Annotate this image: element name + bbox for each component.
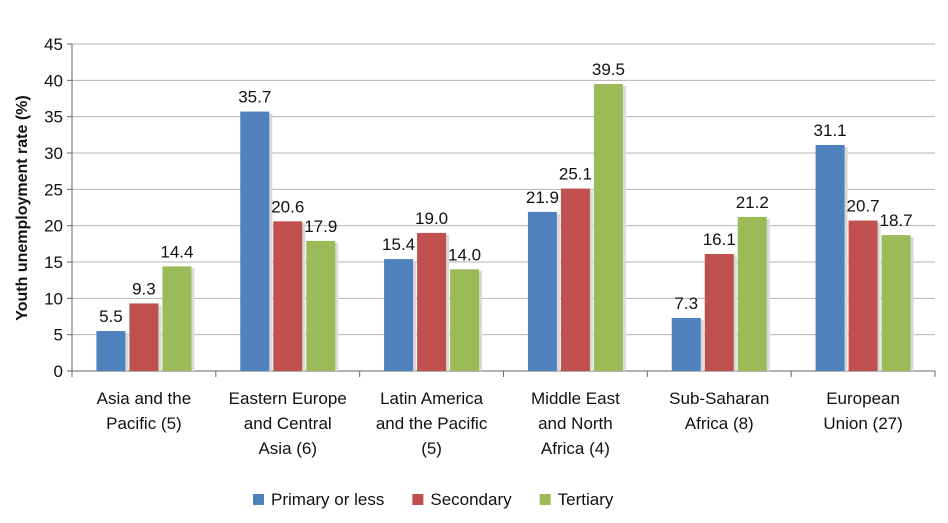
category-label: Middle East [531, 389, 620, 408]
category-label: and Central [244, 414, 332, 433]
data-label: 21.2 [736, 193, 769, 212]
y-tick-label: 35 [44, 108, 63, 127]
category-label: Africa (8) [685, 414, 754, 433]
bar-tertiary [881, 235, 911, 371]
legend-label: Primary or less [271, 490, 384, 509]
bars [96, 83, 914, 371]
legend-item: Primary or less [253, 490, 384, 509]
category-label: (5) [421, 439, 442, 458]
data-label: 35.7 [238, 88, 271, 107]
data-label: 19.0 [415, 209, 448, 228]
y-tick-label: 15 [44, 253, 63, 272]
category-labels: Asia and the Pacific (5) Eastern Europe and… [97, 389, 903, 458]
bar-secondary [417, 232, 447, 371]
y-tick-label: 45 [44, 35, 63, 54]
category-label: Asia (6) [258, 439, 317, 458]
category-label: Sub-Saharan [669, 389, 769, 408]
legend-item: Tertiary [539, 490, 614, 509]
category-label: Africa (4) [541, 439, 610, 458]
data-label: 7.3 [674, 294, 698, 313]
y-tick-label: 20 [44, 217, 63, 236]
category-label: Latin America [380, 389, 484, 408]
legend-swatch [412, 494, 424, 505]
bar-secondary [704, 254, 734, 371]
legend-label: Secondary [430, 490, 512, 509]
bar-tertiary [162, 266, 192, 371]
data-label: 39.5 [592, 60, 625, 79]
data-label: 31.1 [814, 121, 847, 140]
data-label: 17.9 [304, 217, 337, 236]
bar-primary-or-less [384, 259, 414, 371]
data-label: 14.4 [160, 242, 193, 261]
bar-tertiary [450, 269, 480, 371]
legend: Primary or less Secondary Tertiary [253, 490, 614, 509]
data-label: 20.7 [847, 197, 880, 216]
data-label: 25.1 [559, 165, 592, 184]
y-tick-label: 10 [44, 289, 63, 308]
data-label: 20.6 [271, 197, 304, 216]
y-tick-label: 25 [44, 180, 63, 199]
bar-primary-or-less [815, 145, 845, 371]
legend-swatch [253, 494, 264, 505]
category-label: Eastern Europe [229, 389, 347, 408]
category-label: European [826, 389, 900, 408]
category-label: Asia and the [97, 389, 192, 408]
bar-tertiary [306, 240, 336, 371]
bar-primary-or-less [527, 211, 557, 371]
data-label: 15.4 [382, 235, 415, 254]
y-axis-title: Youth unemployment rate (%) [14, 95, 31, 321]
data-label: 18.7 [880, 211, 913, 230]
bar-secondary [560, 188, 590, 371]
data-label: 16.1 [703, 230, 736, 249]
data-label: 14.0 [448, 245, 481, 264]
bar-primary-or-less [240, 111, 270, 371]
category-label: Union (27) [823, 414, 902, 433]
gridlines [72, 43, 935, 336]
data-label: 5.5 [99, 307, 123, 326]
data-label: 21.9 [526, 188, 559, 207]
legend-label: Tertiary [558, 490, 614, 509]
bar-tertiary [737, 216, 767, 371]
bar-secondary [848, 220, 878, 371]
bar-secondary [129, 303, 159, 371]
legend-item: Secondary [412, 490, 512, 509]
legend-swatch [539, 494, 551, 505]
y-tick-label: 30 [44, 144, 63, 163]
bar-primary-or-less [671, 317, 701, 371]
bar-secondary [273, 221, 303, 371]
bar-primary-or-less [96, 331, 126, 371]
data-label: 9.3 [132, 279, 156, 298]
y-tick-label: 0 [54, 362, 63, 381]
y-tick-label: 40 [44, 71, 63, 90]
category-label: Pacific (5) [106, 414, 182, 433]
bar-tertiary [593, 83, 623, 371]
category-label: and North [538, 414, 613, 433]
data-labels: 5.5 9.314.4 35.7 20.617.9 15.419.014.0 21.925… [99, 60, 913, 326]
y-tick-label: 5 [54, 326, 63, 345]
axes: 0 5 10 15 20 25 30 35 40 45 [44, 35, 936, 381]
category-label: and the Pacific [376, 414, 488, 433]
